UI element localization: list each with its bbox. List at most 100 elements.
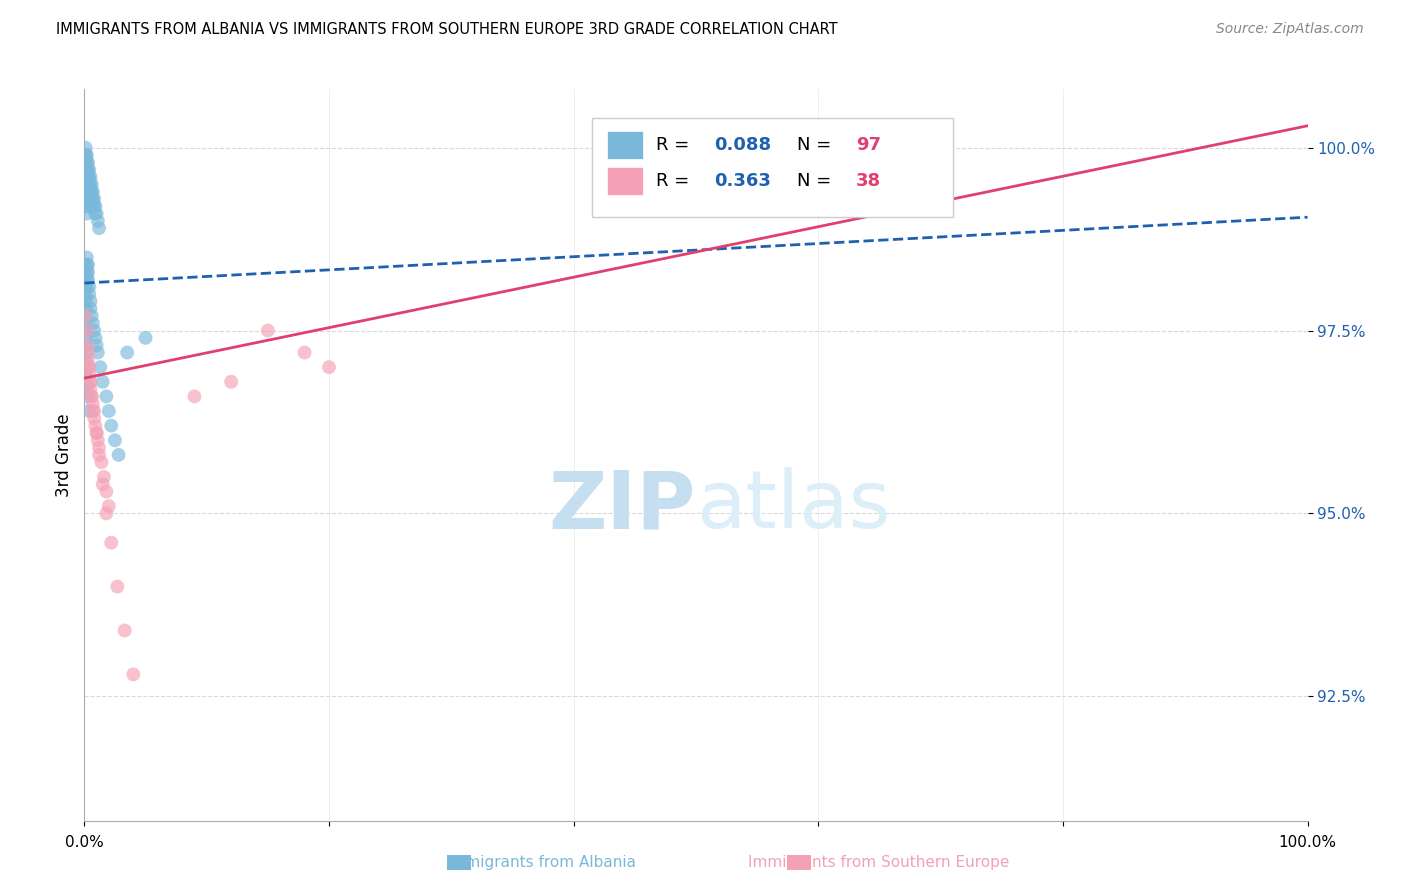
Point	[83, 404, 105, 418]
Point	[84, 331, 107, 345]
Text: R =: R =	[655, 136, 695, 153]
Point	[77, 345, 100, 359]
Text: 100.0%: 100.0%	[1278, 835, 1337, 850]
Point	[82, 404, 104, 418]
Point	[76, 178, 98, 192]
Point	[77, 368, 100, 382]
Point	[76, 265, 98, 279]
Point	[76, 338, 98, 352]
Point	[87, 214, 110, 228]
Point	[79, 375, 101, 389]
Point	[76, 382, 98, 396]
Point	[77, 352, 100, 367]
Point	[100, 418, 122, 433]
Point	[91, 477, 114, 491]
Point	[76, 155, 98, 169]
Point	[90, 455, 112, 469]
Point	[75, 331, 97, 345]
Point	[76, 185, 98, 199]
Point	[75, 316, 97, 330]
Point	[75, 141, 97, 155]
Point	[75, 155, 97, 169]
Point	[89, 360, 111, 375]
Point	[76, 258, 98, 272]
Point	[83, 411, 105, 425]
Point	[82, 192, 104, 206]
Text: 0.088: 0.088	[714, 136, 772, 153]
Point	[79, 301, 101, 316]
Point	[135, 331, 157, 345]
Point	[122, 667, 145, 681]
Point	[83, 324, 105, 338]
Point	[80, 389, 103, 403]
Point	[97, 404, 120, 418]
Text: 0.0%: 0.0%	[65, 835, 104, 850]
Point	[77, 389, 100, 403]
Point	[79, 169, 101, 184]
Point	[318, 360, 340, 375]
Point	[75, 279, 97, 293]
Point	[75, 368, 97, 382]
Point	[79, 192, 101, 206]
Text: ZIP: ZIP	[548, 467, 696, 545]
Text: Source: ZipAtlas.com: Source: ZipAtlas.com	[1216, 22, 1364, 37]
Point	[83, 199, 105, 213]
Point	[84, 206, 107, 220]
Point	[76, 375, 98, 389]
Point	[77, 185, 100, 199]
Point	[75, 287, 97, 301]
Point	[86, 425, 108, 440]
Point	[82, 185, 104, 199]
Point	[77, 360, 100, 375]
Point	[96, 507, 118, 521]
Point	[76, 324, 98, 338]
Point	[76, 251, 98, 265]
Point	[96, 389, 118, 403]
Point	[76, 169, 98, 184]
Point	[77, 265, 100, 279]
Point	[80, 192, 103, 206]
Point	[77, 199, 100, 213]
Point	[80, 185, 103, 199]
Point	[77, 169, 100, 184]
Text: N =: N =	[797, 136, 838, 153]
Point	[75, 301, 97, 316]
Point	[75, 155, 97, 169]
Point	[76, 279, 98, 293]
Point	[75, 169, 97, 184]
Point	[97, 499, 120, 513]
Point	[93, 470, 115, 484]
Point	[79, 375, 101, 389]
Point	[75, 148, 97, 162]
Point	[84, 199, 107, 213]
Bar	[592, 119, 953, 218]
Point	[96, 484, 118, 499]
Point	[75, 169, 97, 184]
Point	[77, 279, 100, 293]
Point	[83, 192, 105, 206]
Point	[75, 162, 97, 177]
Point	[77, 258, 100, 272]
Point	[76, 162, 98, 177]
Point	[77, 162, 100, 177]
Point	[77, 360, 100, 375]
Point	[87, 434, 110, 448]
Point	[76, 199, 98, 213]
Text: 0.363: 0.363	[714, 172, 772, 190]
Point	[75, 178, 97, 192]
Point	[87, 441, 110, 455]
Point	[75, 185, 97, 199]
Point	[79, 185, 101, 199]
Point	[76, 206, 98, 220]
Point	[87, 221, 110, 235]
Point	[77, 178, 100, 192]
Point	[76, 192, 98, 206]
Point	[91, 375, 114, 389]
Text: atlas: atlas	[696, 467, 890, 545]
Point	[75, 309, 97, 323]
Text: R =: R =	[655, 172, 695, 190]
Text: 38: 38	[856, 172, 882, 190]
Point	[107, 448, 129, 462]
Point	[77, 155, 100, 169]
Point	[79, 382, 101, 396]
